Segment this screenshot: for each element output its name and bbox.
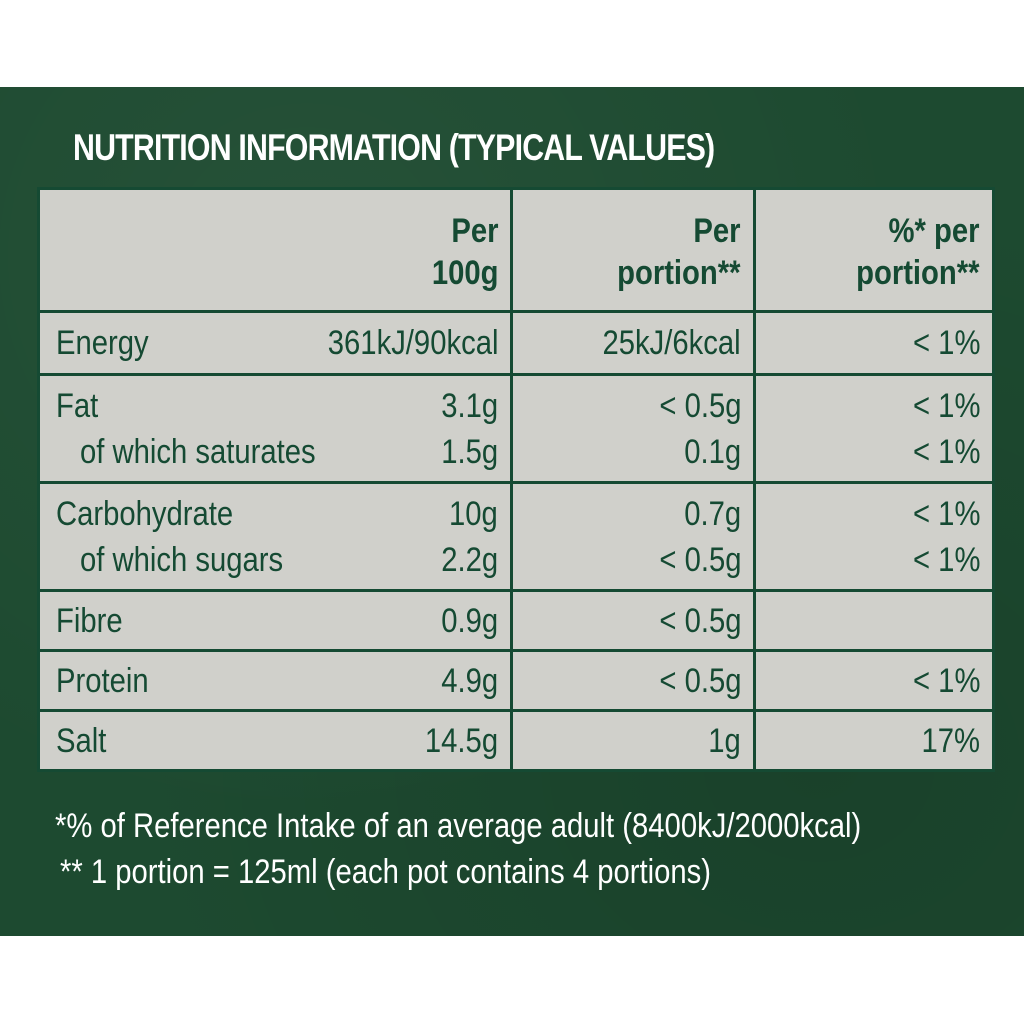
table-row-carbohydrate: Carbohydrate 10g of which sugars 2.2g 0.… [37, 481, 995, 592]
value-per-100g: 0.9g [441, 601, 498, 640]
table-row-salt: Salt 14.5g 1g 17% [37, 709, 995, 772]
table-row-energy: Energy 361kJ/90kcal 25kJ/6kcal < 1% [37, 310, 995, 376]
value-per-100g: 3.1g [441, 386, 498, 425]
value-per-100g: 361kJ/90kcal [327, 324, 498, 362]
table-row-fat: Fat 3.1g of which saturates 1.5g < 0.5g … [37, 373, 995, 484]
table-row-protein: Protein 4.9g < 0.5g < 1% [37, 649, 995, 712]
value-per-portion: 0.1g [684, 432, 741, 471]
nutrition-table: Per 100g Per portion** %* per portion** Ene… [37, 187, 995, 772]
value-pct: < 1% [912, 386, 980, 425]
page-title: NUTRITION INFORMATION (TYPICAL VALUES) [73, 127, 715, 168]
nutrient-name: Energy [56, 324, 149, 362]
nutrient-name: Fibre [56, 601, 123, 640]
header-per-100g: Per 100g [431, 212, 498, 292]
value-per-portion: < 0.5g [658, 540, 741, 579]
table-row-fibre: Fibre 0.9g < 0.5g [37, 589, 995, 652]
footnote-portion-size: ** 1 portion = 125ml (each pot contains … [60, 853, 711, 891]
header-nutrient: Per 100g [37, 187, 513, 313]
table-header-row: Per 100g Per portion** %* per portion** [37, 187, 995, 313]
nutrient-name: Protein [56, 661, 149, 700]
value-per-100g: 14.5g [424, 721, 498, 760]
value-per-portion: < 0.5g [658, 601, 741, 640]
value-pct: < 1% [912, 324, 980, 362]
value-per-100g: 10g [449, 494, 498, 533]
header-per-portion: Per portion** [510, 187, 756, 313]
value-pct: 17% [921, 721, 980, 760]
value-pct: < 1% [912, 540, 980, 579]
nutrient-subname: of which saturates [80, 432, 316, 471]
value-per-portion: 1g [708, 721, 741, 760]
footnote-reference-intake: *% of Reference Intake of an average adu… [55, 807, 862, 845]
value-per-100g: 2.2g [441, 540, 498, 579]
value-pct: < 1% [912, 432, 980, 471]
value-pct: < 1% [912, 494, 980, 533]
header-pct-portion: %* per portion** [753, 187, 995, 313]
nutrient-name: Salt [56, 721, 107, 760]
value-per-portion: 25kJ/6kcal [602, 324, 741, 362]
nutrient-subname: of which sugars [80, 540, 284, 579]
nutrient-name: Fat [56, 386, 99, 425]
value-per-100g: 1.5g [441, 432, 498, 471]
nutrient-name: Carbohydrate [56, 494, 234, 533]
value-per-portion: < 0.5g [658, 386, 741, 425]
nutrition-panel: NUTRITION INFORMATION (TYPICAL VALUES) P… [0, 87, 1024, 936]
value-per-portion: < 0.5g [658, 661, 741, 700]
value-pct: < 1% [912, 661, 980, 700]
value-per-portion: 0.7g [684, 494, 741, 533]
value-per-100g: 4.9g [441, 661, 498, 700]
